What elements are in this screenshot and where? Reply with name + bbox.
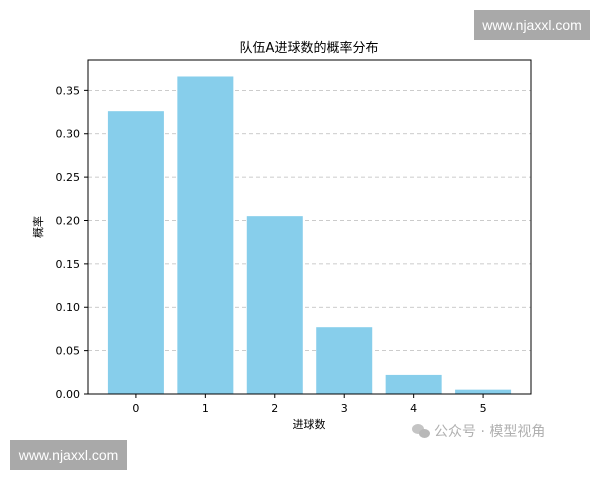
x-tick-label: 0 [132,402,139,415]
x-tick-label: 3 [341,402,348,415]
x-tick-label: 2 [271,402,278,415]
bar-5 [455,389,512,394]
y-tick-label: 0.10 [56,301,81,314]
x-tick-label: 5 [480,402,487,415]
x-tick-label: 1 [202,402,209,415]
x-axis-label: 进球数 [293,417,326,431]
y-tick-label: 0.00 [56,388,81,401]
wechat-watermark-text: 公众号 · 模型视角 [434,424,546,440]
wechat-watermark: 公众号 · 模型视角 [412,421,545,441]
wechat-icon [412,424,430,438]
y-tick-label: 0.25 [56,171,81,184]
bar-1 [177,76,234,394]
watermark-top-right: www.njaxxl.com [474,10,590,40]
plot-frame [87,59,532,395]
y-tick-label: 0.05 [56,345,81,358]
y-tick-label: 0.20 [56,214,81,227]
y-tick-label: 0.30 [56,128,81,141]
bar-3 [316,327,373,394]
y-axis-label: 概率 [31,216,45,238]
y-tick-label: 0.35 [56,84,81,97]
y-tick-label: 0.15 [56,258,81,271]
chart-title: 队伍A进球数的概率分布 [240,40,379,56]
bar-0 [107,111,164,394]
bar-2 [246,216,303,394]
x-tick-label: 4 [410,402,417,415]
watermark-bottom-left: www.njaxxl.com [10,440,127,470]
bar-4 [385,374,442,394]
